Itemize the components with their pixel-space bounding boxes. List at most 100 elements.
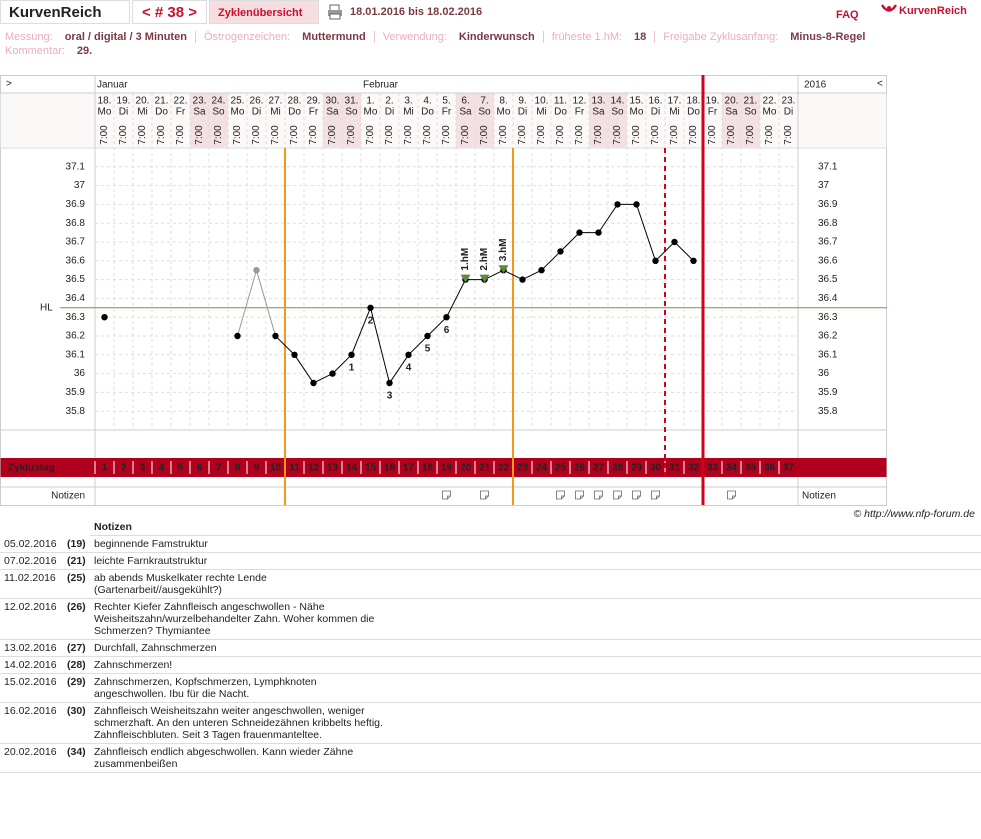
time: 7:00 <box>270 125 281 145</box>
time: 7:00 <box>593 125 604 145</box>
temp-point <box>348 351 355 358</box>
weekday: Mo <box>497 107 511 118</box>
cycle-day: 13 <box>327 463 339 474</box>
date: 31. <box>345 96 359 107</box>
temp-segment <box>275 335 295 356</box>
note-text: Durchfall, Zahnschmerzen <box>94 642 217 654</box>
note-cell: Zahnfleisch endlich abgeschwollen. Kann … <box>90 743 981 773</box>
temp-point <box>424 332 431 340</box>
year: 2016 <box>804 80 827 91</box>
time: 7:00 <box>669 125 680 145</box>
y-tick-label: 36.9 <box>66 199 86 210</box>
temp-segment <box>389 354 409 384</box>
date: 20. <box>725 96 739 107</box>
y-tick-label-right: 36.4 <box>818 293 838 304</box>
date: 18. <box>98 96 112 107</box>
nav-left: > <box>6 79 12 90</box>
note-row: 20.02.2016 (34) Zahnfleisch endlich abgesc… <box>0 743 981 773</box>
weekday: Fr <box>442 107 452 118</box>
comment-value: 29. <box>76 45 93 57</box>
cycle-day: 23 <box>517 463 529 474</box>
temp-point <box>595 229 602 236</box>
note-icon <box>651 490 660 500</box>
cycle-day: 9 <box>254 463 260 474</box>
weekday: Sa <box>326 107 339 118</box>
y-tick-label-right: 36 <box>818 368 830 379</box>
notes-label-right: Notizen <box>802 491 836 502</box>
nav-right: < <box>877 79 883 90</box>
logo-text[interactable]: KurvenReich <box>899 5 967 17</box>
note-icon <box>556 490 565 500</box>
faq-link[interactable]: FAQ <box>836 9 859 21</box>
date: 10. <box>535 96 549 107</box>
print-icon[interactable] <box>327 4 343 20</box>
note-row: 11.02.2016 (25) ab abends Muskelkater rech… <box>0 569 981 599</box>
note-cell: beginnende Famstruktur <box>90 535 981 553</box>
note-icon <box>480 490 489 500</box>
weekday: Di <box>651 107 660 118</box>
y-tick-label-right: 36.7 <box>818 237 838 248</box>
cycle-day: 5 <box>178 463 184 474</box>
low-number: 5 <box>425 344 431 355</box>
temp-point <box>367 304 374 311</box>
date: 26. <box>250 96 264 107</box>
y-tick-label: 36.2 <box>66 331 86 342</box>
note-day: (26) <box>63 598 90 640</box>
time: 7:00 <box>232 125 243 145</box>
weekday: Mo <box>98 107 112 118</box>
temp-segment <box>313 373 333 384</box>
time: 7:00 <box>631 125 642 145</box>
temp-segment <box>636 204 656 261</box>
temp-segment <box>351 307 371 355</box>
time: 7:00 <box>289 125 300 145</box>
temp-segment <box>408 335 428 356</box>
date: 12. <box>573 96 587 107</box>
y-tick-label-right: 35.9 <box>818 387 838 398</box>
weekday: So <box>478 107 491 118</box>
time: 7:00 <box>707 125 718 145</box>
temp-point <box>253 267 260 274</box>
y-tick-label: 37 <box>74 180 86 191</box>
note-cell: Zahnfleisch Weisheitszahn weiter angesch… <box>90 702 981 744</box>
temp-segment <box>256 270 276 337</box>
date: 14. <box>611 96 625 107</box>
temp-segment <box>484 269 504 281</box>
blank <box>0 519 63 536</box>
date: 16. <box>649 96 663 107</box>
cycle-day: 1 <box>102 463 108 474</box>
time: 7:00 <box>536 125 547 145</box>
weekday: Mo <box>231 107 245 118</box>
low-number: 1 <box>349 362 355 373</box>
temp-point <box>291 351 298 358</box>
blank <box>63 519 90 536</box>
cycle-nav[interactable]: < # 38 > <box>132 0 207 24</box>
app-name[interactable]: KurvenReich <box>0 0 130 24</box>
cycle-day: 22 <box>498 463 510 474</box>
weekend-bg <box>475 93 494 148</box>
date: 11. <box>554 96 567 107</box>
temp-point <box>519 276 526 283</box>
date: 7. <box>480 96 488 107</box>
weekday: Fr <box>309 107 319 118</box>
note-text: ab abends Muskelkater rechte Lende (Gart… <box>94 572 267 596</box>
time: 7:00 <box>99 125 110 145</box>
time: 7:00 <box>422 125 433 145</box>
weekday: Fr <box>575 107 585 118</box>
temp-point <box>234 332 241 340</box>
info-label: Freigabe Zyklusanfang: <box>663 31 779 43</box>
weekday: Do <box>288 107 301 118</box>
cycle-day: 36 <box>764 463 776 474</box>
date: 8. <box>499 96 507 107</box>
note-row: 12.02.2016 (26) Rechter Kiefer Zahnfleisch… <box>0 598 981 640</box>
info-value: 18 <box>634 31 656 43</box>
time: 7:00 <box>308 125 319 145</box>
low-number: 4 <box>406 362 412 373</box>
time: 7:00 <box>726 125 737 145</box>
date: 3. <box>404 96 412 107</box>
temp-segment <box>560 232 580 252</box>
high-label: 3.hM <box>498 238 509 261</box>
overview-tab[interactable]: Zyklenübersicht <box>209 0 319 24</box>
temp-point <box>690 257 697 264</box>
note-date: 14.02.2016 <box>0 656 63 674</box>
y-tick-label: 35.8 <box>66 406 86 417</box>
